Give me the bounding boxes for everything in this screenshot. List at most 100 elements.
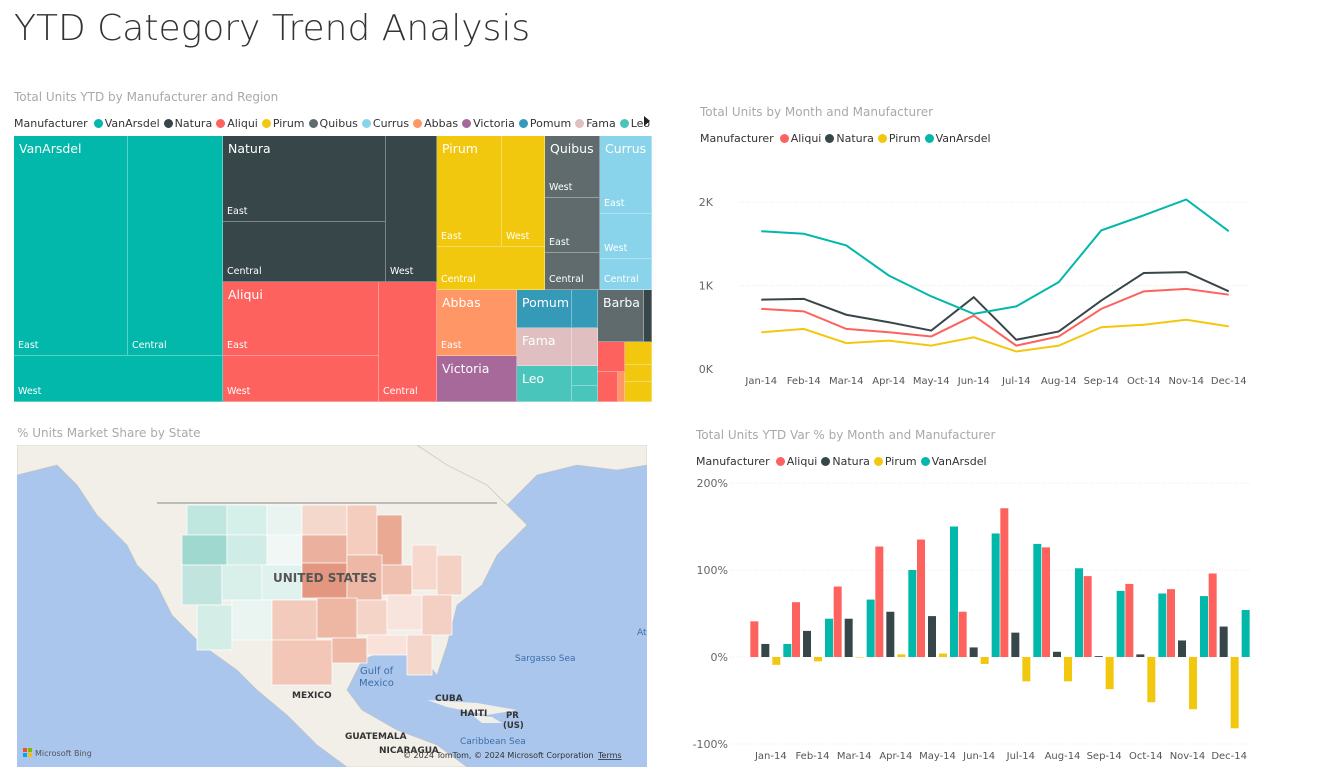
treemap-cell-vanarsdel-central[interactable]: Central bbox=[128, 136, 223, 356]
bar-vanarsdel bbox=[991, 533, 1000, 657]
legend-item-vanarsdel[interactable]: VanArsdel bbox=[924, 132, 991, 145]
treemap-sublabel: West bbox=[18, 386, 42, 397]
treemap-cell-tail-6[interactable] bbox=[625, 382, 652, 402]
bar-aliqui bbox=[1208, 573, 1217, 657]
legend-item-natura[interactable]: Natura bbox=[163, 117, 212, 130]
legend-marker bbox=[308, 119, 318, 128]
treemap-cell-leo-2[interactable] bbox=[572, 366, 598, 386]
treemap-cell-vanarsdel-west[interactable]: West bbox=[14, 356, 223, 402]
treemap-cell-pirum-west[interactable]: West bbox=[502, 136, 545, 247]
treemap-legend[interactable]: Manufacturer VanArsdel Natura Aliqui Pirum Q… bbox=[14, 117, 654, 130]
bar-natura bbox=[886, 611, 895, 657]
bar-chart-title: Total Units YTD Var % by Month and Manuf… bbox=[696, 428, 996, 442]
bar-chart[interactable]: -100% 0% 100% 200% Jan-14 Feb-14 Mar-14 Apr-14 M… bbox=[680, 470, 1280, 770]
x-tick-label: Jul-14 bbox=[1001, 376, 1030, 387]
legend-item-natura[interactable]: Natura bbox=[821, 455, 870, 468]
treemap-cell-tail-5[interactable] bbox=[625, 365, 652, 382]
legend-item-pirum[interactable]: Pirum bbox=[873, 455, 917, 468]
treemap-cell-vanarsdel-east[interactable]: VanArsdel East bbox=[14, 136, 128, 356]
legend-marker bbox=[93, 119, 103, 128]
legend-item-label: Pirum bbox=[888, 132, 921, 145]
treemap-cell-fama-2[interactable] bbox=[572, 328, 598, 366]
legend-item-aliqui[interactable]: Aliqui bbox=[216, 117, 258, 130]
treemap-cell-leo[interactable]: Leo bbox=[517, 366, 572, 402]
treemap-cell-pirum-central[interactable]: Central bbox=[437, 247, 545, 290]
series-line-aliqui bbox=[761, 287, 1229, 347]
treemap-cell-quibus-west[interactable]: Quibus West bbox=[545, 136, 600, 198]
treemap-sublabel: Central bbox=[227, 266, 262, 277]
line-chart-legend[interactable]: Manufacturer Aliqui Natura Pirum VanArsdel bbox=[700, 132, 995, 145]
legend-marker bbox=[462, 119, 472, 128]
treemap-cell-natura-east[interactable]: Natura East bbox=[223, 136, 386, 222]
legend-item-abbas[interactable]: Abbas bbox=[413, 117, 458, 130]
legend-item-natura[interactable]: Natura bbox=[825, 132, 874, 145]
legend-item-label: VanArsdel bbox=[104, 117, 160, 130]
bar-pirum bbox=[1147, 657, 1156, 703]
legend-item-aliqui[interactable]: Aliqui bbox=[775, 455, 817, 468]
legend-item-aliqui[interactable]: Aliqui bbox=[779, 132, 821, 145]
bar-pirum bbox=[1064, 657, 1072, 682]
line-chart-title: Total Units by Month and Manufacturer bbox=[700, 105, 934, 119]
treemap-cell-quibus-east[interactable]: East bbox=[545, 198, 600, 253]
legend-item-vanarsdel[interactable]: VanArsdel bbox=[93, 117, 160, 130]
x-tick-label: Oct-14 bbox=[1127, 376, 1161, 387]
legend-item-currus[interactable]: Currus bbox=[361, 117, 409, 130]
treemap[interactable]: VanArsdel East Central West Natura East … bbox=[14, 136, 652, 402]
legend-item-pirum[interactable]: Pirum bbox=[261, 117, 305, 130]
treemap-cell-natura-central[interactable]: Central bbox=[223, 222, 386, 282]
treemap-cell-fama[interactable]: Fama bbox=[517, 328, 572, 366]
legend-item-vanarsdel[interactable]: VanArsdel bbox=[920, 455, 987, 468]
bar-vanarsdel bbox=[950, 526, 958, 657]
bar-aliqui bbox=[1125, 583, 1134, 657]
treemap-label: Pirum bbox=[442, 141, 478, 156]
treemap-cell-tail-2[interactable] bbox=[598, 372, 618, 402]
bar-pirum bbox=[1105, 657, 1114, 690]
treemap-sublabel: West bbox=[506, 231, 530, 242]
map[interactable]: UNITED STATES Gulf of Mexico Sargasso Se… bbox=[17, 445, 647, 767]
legend-item-quibus[interactable]: Quibus bbox=[308, 117, 358, 130]
treemap-cell-pomum-2[interactable] bbox=[572, 290, 598, 328]
map-terms-link[interactable]: Terms bbox=[597, 751, 622, 760]
legend-marker bbox=[518, 119, 528, 128]
x-tick-label: Nov-14 bbox=[1170, 751, 1206, 762]
legend-item-pirum[interactable]: Pirum bbox=[877, 132, 921, 145]
treemap-cell-aliqui-east[interactable]: Aliqui East bbox=[223, 282, 379, 356]
treemap-cell-victoria[interactable]: Victoria bbox=[437, 356, 517, 402]
treemap-cell-currus-east[interactable]: Currus East bbox=[600, 136, 652, 214]
bar-aliqui bbox=[833, 586, 842, 657]
treemap-cell-quibus-central[interactable]: Central bbox=[545, 253, 600, 290]
x-tick-label: Feb-14 bbox=[795, 751, 829, 762]
treemap-cell-abbas-east[interactable]: Abbas East bbox=[437, 290, 517, 356]
bar-chart-legend[interactable]: Manufacturer Aliqui Natura Pirum VanArsdel bbox=[696, 455, 991, 468]
treemap-cell-tail-1[interactable] bbox=[598, 342, 625, 372]
treemap-cell-barba[interactable]: Barba bbox=[598, 290, 644, 342]
legend-marker bbox=[775, 457, 785, 466]
map-label-pr-us: (US) bbox=[503, 721, 524, 731]
bing-logo: Microsoft Bing bbox=[35, 749, 92, 758]
legend-item-pomum[interactable]: Pomum bbox=[518, 117, 571, 130]
y-tick-label: 200% bbox=[697, 477, 728, 490]
legend-next-arrow-icon[interactable] bbox=[644, 116, 650, 126]
treemap-cell-pomum[interactable]: Pomum bbox=[517, 290, 572, 328]
legend-marker bbox=[413, 119, 423, 128]
legend-item-fama[interactable]: Fama bbox=[575, 117, 616, 130]
treemap-sublabel: East bbox=[604, 198, 625, 209]
treemap-cell-currus-west[interactable]: West bbox=[600, 214, 652, 259]
x-tick-label: Apr-14 bbox=[872, 376, 905, 387]
treemap-cell-currus-central[interactable]: Central bbox=[600, 259, 652, 290]
legend-marker bbox=[873, 457, 883, 466]
bar-natura bbox=[1011, 632, 1020, 657]
legend-label: Manufacturer bbox=[700, 132, 774, 145]
treemap-cell-leo-3[interactable] bbox=[572, 386, 598, 402]
line-chart[interactable]: 0K 1K 2K Jan-14 Feb-14 Mar-14 Apr-14 May-14 Jun-… bbox=[680, 180, 1280, 400]
treemap-cell-aliqui-west[interactable]: West bbox=[223, 356, 379, 402]
legend-item-victoria[interactable]: Victoria bbox=[462, 117, 515, 130]
treemap-cell-pirum-east[interactable]: Pirum East bbox=[437, 136, 502, 247]
treemap-cell-natura-west[interactable]: West bbox=[386, 136, 437, 282]
treemap-cell-barba-2[interactable] bbox=[644, 290, 652, 342]
x-tick-label: Jan-14 bbox=[754, 751, 787, 762]
treemap-cell-tail-3[interactable] bbox=[618, 372, 625, 402]
legend-item-label: Quibus bbox=[319, 117, 358, 130]
treemap-cell-tail-4[interactable] bbox=[625, 342, 652, 365]
treemap-cell-aliqui-central[interactable]: Central bbox=[379, 282, 437, 402]
